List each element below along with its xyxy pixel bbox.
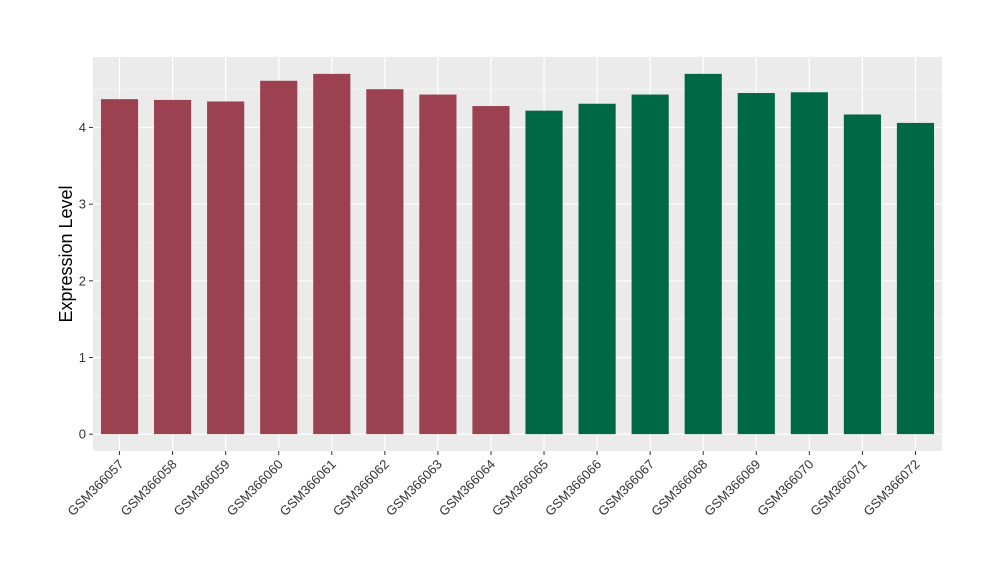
y-tick-label: 2 xyxy=(79,273,86,288)
x-tick-label: GSM366063 xyxy=(383,457,445,519)
y-axis-title: Expression Level xyxy=(56,185,76,322)
y-tick-label: 1 xyxy=(79,350,86,365)
y-axis: 0 1 2 3 4 xyxy=(79,120,93,442)
bar xyxy=(313,73,351,435)
bars xyxy=(100,73,935,435)
x-tick-label: GSM366069 xyxy=(701,457,763,519)
x-tick-label: GSM366064 xyxy=(436,457,498,519)
bar xyxy=(154,99,192,435)
x-tick-label: GSM366057 xyxy=(64,457,126,519)
y-tick-label: 0 xyxy=(79,427,86,442)
bar xyxy=(260,80,298,435)
x-tick-label: GSM366062 xyxy=(330,457,392,519)
x-axis: GSM366057GSM366058GSM366059GSM366060GSM3… xyxy=(64,451,923,519)
x-tick-label: GSM366058 xyxy=(117,457,179,519)
bar xyxy=(684,73,722,435)
bar xyxy=(843,114,881,435)
bar xyxy=(578,103,616,435)
bar xyxy=(631,94,669,435)
y-tick-label: 3 xyxy=(79,197,86,212)
bar xyxy=(207,101,245,435)
bar xyxy=(100,99,139,435)
bar xyxy=(737,93,775,435)
bar xyxy=(419,94,457,435)
bar xyxy=(896,122,935,435)
x-tick-label: GSM366072 xyxy=(860,457,922,519)
x-tick-label: GSM366060 xyxy=(224,457,286,519)
x-tick-label: GSM366068 xyxy=(648,457,710,519)
x-tick-label: GSM366067 xyxy=(595,457,657,519)
bar xyxy=(790,92,828,435)
x-tick-label: GSM366066 xyxy=(542,457,604,519)
bar xyxy=(366,89,404,435)
bar xyxy=(525,110,563,435)
x-tick-label: GSM366070 xyxy=(754,457,816,519)
x-tick-label: GSM366071 xyxy=(807,457,869,519)
bar xyxy=(472,106,510,435)
x-tick-label: GSM366059 xyxy=(171,457,233,519)
x-tick-label: GSM366061 xyxy=(277,457,339,519)
y-tick-label: 4 xyxy=(79,120,86,135)
x-tick-label: GSM366065 xyxy=(489,457,551,519)
